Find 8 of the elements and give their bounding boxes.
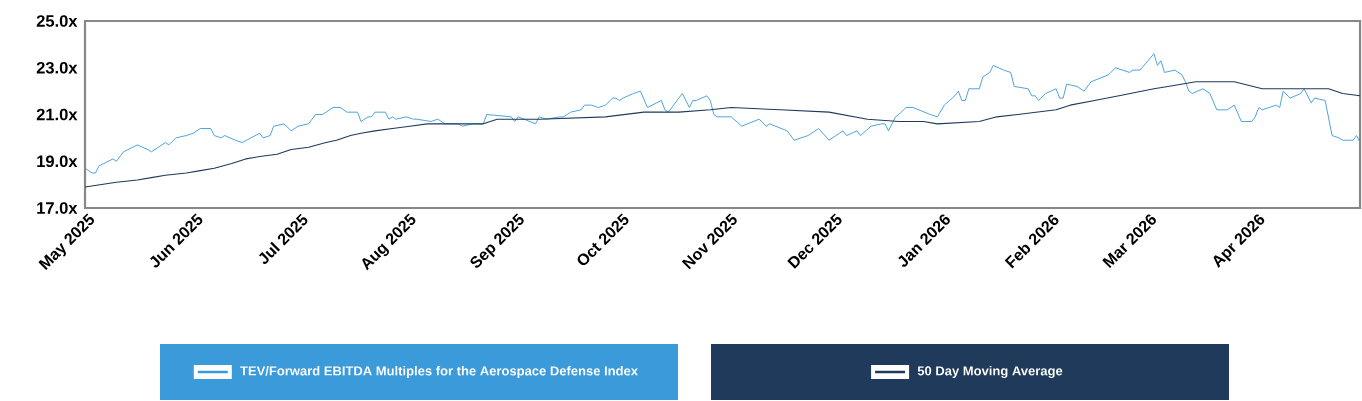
y-tick-label: 21.0x (36, 108, 78, 121)
y-tick-label: 25.0x (36, 15, 78, 27)
y-tick-label: 23.0x (36, 61, 78, 74)
y-tick-label: 19.0x (37, 155, 78, 168)
y-tick-label: 17.0x (37, 202, 78, 214)
legend-label: TEV/Forward EBITDA Multiples for the Aerospace Defense Index (240, 365, 638, 379)
legend-label: 50 Day Moving Average (917, 365, 1063, 379)
line-series (84, 53, 1361, 174)
